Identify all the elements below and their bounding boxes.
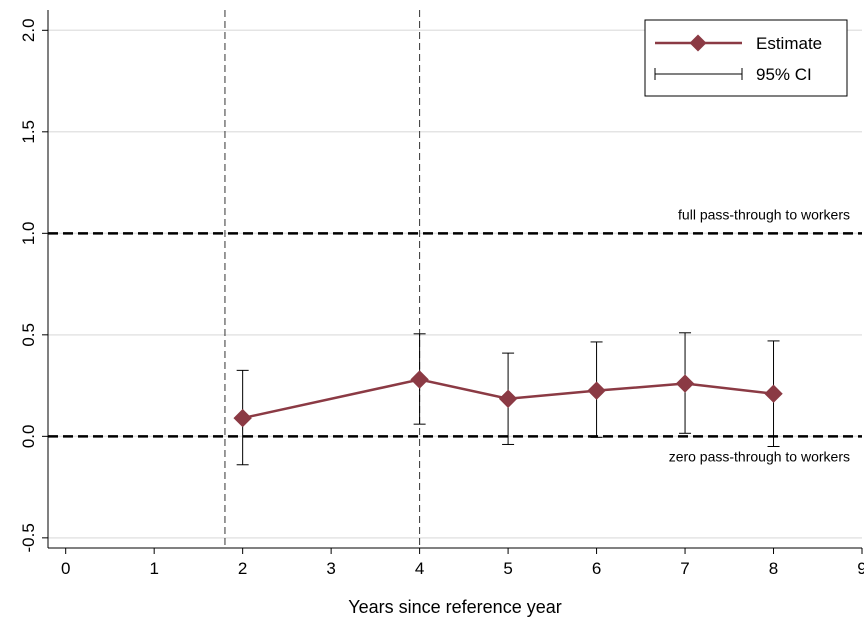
vertical-lines [224, 10, 421, 548]
x-axis-title: Years since reference year [348, 597, 561, 617]
legend: Estimate 95% CI [644, 19, 848, 97]
x-tick-label: 4 [415, 559, 424, 578]
x-tick-label: 3 [326, 559, 335, 578]
reference-line-label: full pass-through to workers [678, 206, 850, 222]
reference-lines: full pass-through to workers zero pass-th… [48, 206, 862, 464]
x-tick-label: 1 [149, 559, 158, 578]
y-tick-label: 0.5 [19, 323, 38, 347]
y-tick-label: 1.5 [19, 120, 38, 144]
x-tick-label: 8 [769, 559, 778, 578]
estimate-line [242, 378, 774, 420]
estimate-point [498, 389, 518, 408]
legend-box [644, 19, 848, 97]
estimate-point [233, 408, 252, 428]
axes: -0.5 0.0 0.5 1.0 1.5 2.0 0 1 2 3 4 5 6 7 8 9 [19, 10, 864, 578]
legend-ci-label: 95% CI [756, 65, 812, 84]
legend-estimate-label: Estimate [756, 34, 822, 53]
y-tick-label: 2.0 [19, 18, 38, 42]
x-tick-label: 6 [592, 559, 601, 578]
estimate-point [410, 370, 429, 389]
x-tick-label: 9 [857, 559, 864, 578]
reference-line-label: zero pass-through to workers [669, 448, 850, 464]
x-tick-label: 2 [238, 559, 247, 578]
estimate-point [587, 381, 606, 400]
estimate-point [764, 384, 783, 403]
x-tick-label: 5 [503, 559, 512, 578]
y-tick-label: 0.0 [19, 425, 38, 449]
x-tick-label: 0 [61, 559, 70, 578]
estimate-point [675, 374, 695, 393]
y-tick-label: 1.0 [19, 222, 38, 246]
x-tick-label: 7 [680, 559, 689, 578]
legend-estimate-marker [689, 34, 707, 52]
y-tick-label: -0.5 [19, 523, 38, 552]
series-estimate [233, 332, 783, 466]
